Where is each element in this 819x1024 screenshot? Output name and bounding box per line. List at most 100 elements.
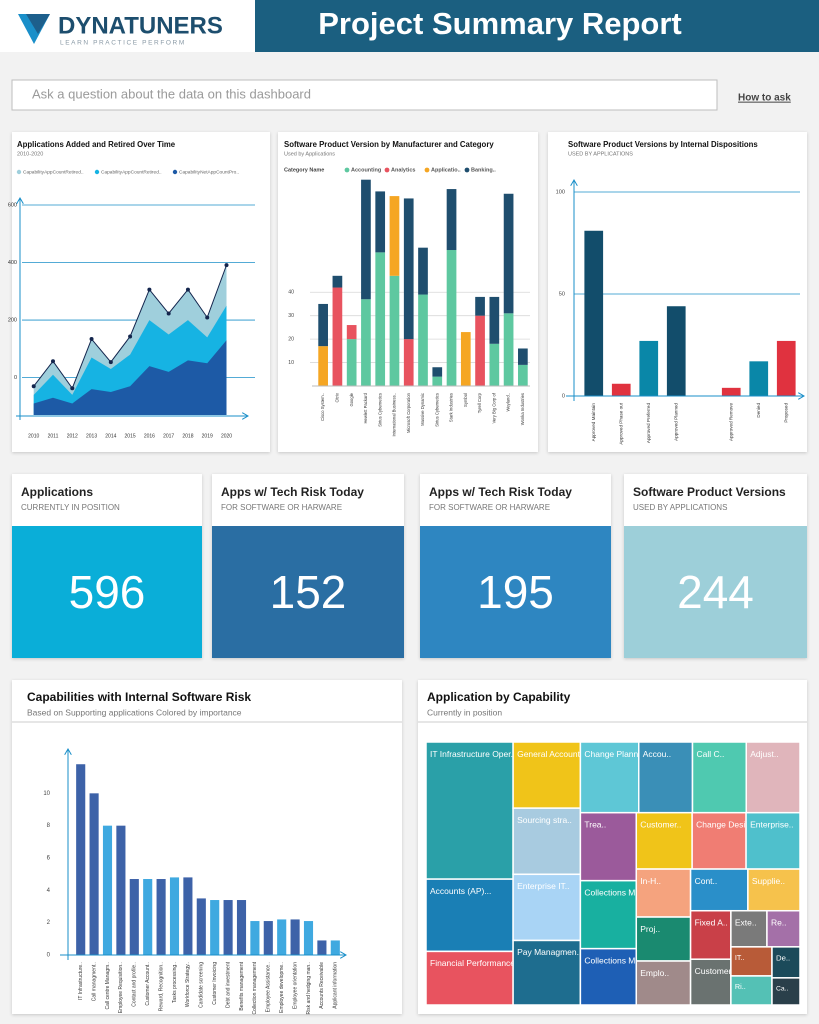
y-tick-label: 400 (8, 260, 17, 266)
treemap-label: Re.. (771, 917, 787, 927)
y-tick-label: 40 (288, 290, 294, 296)
legend-label: CapabilityNetAppCountPro.. (179, 169, 239, 175)
bar-segment (418, 247, 428, 295)
point (31, 384, 36, 389)
title-banner (255, 0, 819, 52)
x-tick-label: Approved Phase out (618, 402, 623, 444)
x-tick-label: Call managment.. (91, 962, 97, 1001)
x-tick-label: 2015 (125, 433, 136, 439)
point (70, 386, 75, 391)
treemap-tile (579, 741, 640, 814)
treemap-label: In-H.. (640, 876, 661, 886)
legend-marker (384, 167, 390, 173)
x-tick-label: Symbol (463, 393, 468, 407)
bar-segment (318, 303, 328, 347)
bar-segment (503, 193, 514, 314)
bar-segment (446, 250, 457, 386)
x-tick-label: Accounts Receivable (319, 962, 325, 1009)
x-tick-label: 2017 (163, 433, 174, 439)
treemap-label: Supplie.. (752, 876, 785, 886)
bar-segment (361, 299, 371, 386)
x-tick-label: 2016 (144, 433, 155, 439)
point (166, 311, 171, 316)
bar (129, 879, 139, 955)
bar-segment (460, 332, 471, 386)
treemap-tile (425, 878, 514, 953)
bar-segment (446, 189, 457, 251)
chart-subtitle: 2010-2020 (17, 151, 43, 157)
x-tick-label: Risk and hedging man.. (306, 962, 312, 1015)
bar (102, 825, 113, 955)
brand: DYNATUNERS (58, 12, 223, 39)
treemap-label: IT.. (735, 953, 745, 962)
treemap-label: Collections Ma.. (584, 955, 644, 965)
chart-title: Software Product Version by Manufacturer… (284, 140, 494, 149)
x-tick-label: Employee Assistance.. (266, 962, 272, 1012)
x-tick-label: Approved Planned (673, 403, 678, 441)
legend-label: CapabilityAppCountRetired.. (101, 169, 162, 175)
treemap-label: Customer.. (640, 819, 681, 829)
bar (330, 940, 340, 955)
treemap-label: Change Planni.. (584, 749, 645, 759)
bar-segment (403, 339, 414, 386)
treemap-label: Sourcing stra.. (517, 815, 572, 825)
bar-segment (332, 287, 343, 386)
treemap-label: Enterprise IT.. (517, 881, 569, 891)
kpi-title: Applications (21, 485, 93, 499)
kpi-subtitle: FOR SOFTWARE OR HARWARE (429, 503, 550, 512)
y-tick-label: 100 (556, 189, 565, 195)
bar (263, 921, 273, 955)
treemap-label: Ca.. (776, 985, 789, 992)
x-tick-label: Contact and profile.. (132, 962, 138, 1007)
bar-segment (475, 296, 485, 316)
bar (210, 900, 220, 955)
x-tick-label: Massive Dynamic (420, 393, 425, 426)
bar-segment (503, 313, 514, 386)
treemap-label: Cont.. (695, 876, 718, 886)
x-tick-label: Benefits management (239, 961, 245, 1010)
bar-segment (375, 252, 386, 386)
y-tick-label: 4 (47, 888, 51, 894)
x-tick-label: International Business.. (392, 393, 397, 437)
legend-marker (16, 169, 22, 175)
kpi-value: 244 (677, 566, 754, 618)
point (224, 263, 229, 268)
bar-segment (389, 196, 400, 276)
treemap-tile (745, 741, 801, 814)
bar-segment (332, 275, 343, 288)
treemap-label: Accou.. (643, 749, 671, 759)
bar-segment (489, 296, 500, 344)
bar (639, 340, 659, 396)
bar (666, 306, 686, 396)
treemap-tile (579, 879, 638, 950)
y-tick-label: 600 (8, 202, 17, 208)
bar (156, 879, 166, 955)
search-box[interactable] (11, 79, 718, 111)
treemap-label: De.. (776, 954, 790, 963)
bar-segment (361, 179, 371, 300)
x-tick-label: Google (349, 392, 354, 406)
bar (317, 940, 327, 955)
logo-icon-inner (26, 14, 50, 34)
y-tick-label: 30 (288, 313, 294, 319)
treemap-label: Ri.. (735, 982, 746, 991)
y-tick-label: 10 (288, 360, 294, 366)
treemap-tile (771, 977, 801, 1006)
y-tick-label: 0 (14, 375, 17, 381)
x-tick-label: Employee orientation (292, 962, 298, 1009)
treemap-label: Collections Ma.. (584, 887, 644, 897)
tagline: LEARN PRACTICE PERFORM (60, 40, 186, 47)
kpi-value: 152 (270, 566, 347, 618)
search-placeholder: Ask a question about the data on this da… (32, 86, 311, 101)
point (205, 315, 210, 320)
treemap-label: Adjust.. (750, 749, 778, 759)
x-tick-label: 2014 (105, 433, 116, 439)
x-tick-label: Applicant information (333, 962, 339, 1009)
x-tick-label: Microsoft Corporation (406, 392, 411, 433)
treemap-tile (579, 811, 638, 882)
point (108, 360, 113, 365)
how-to-ask-link[interactable]: How to ask (738, 93, 791, 104)
point (185, 287, 190, 292)
x-tick-label: Candidate screening (199, 962, 205, 1008)
